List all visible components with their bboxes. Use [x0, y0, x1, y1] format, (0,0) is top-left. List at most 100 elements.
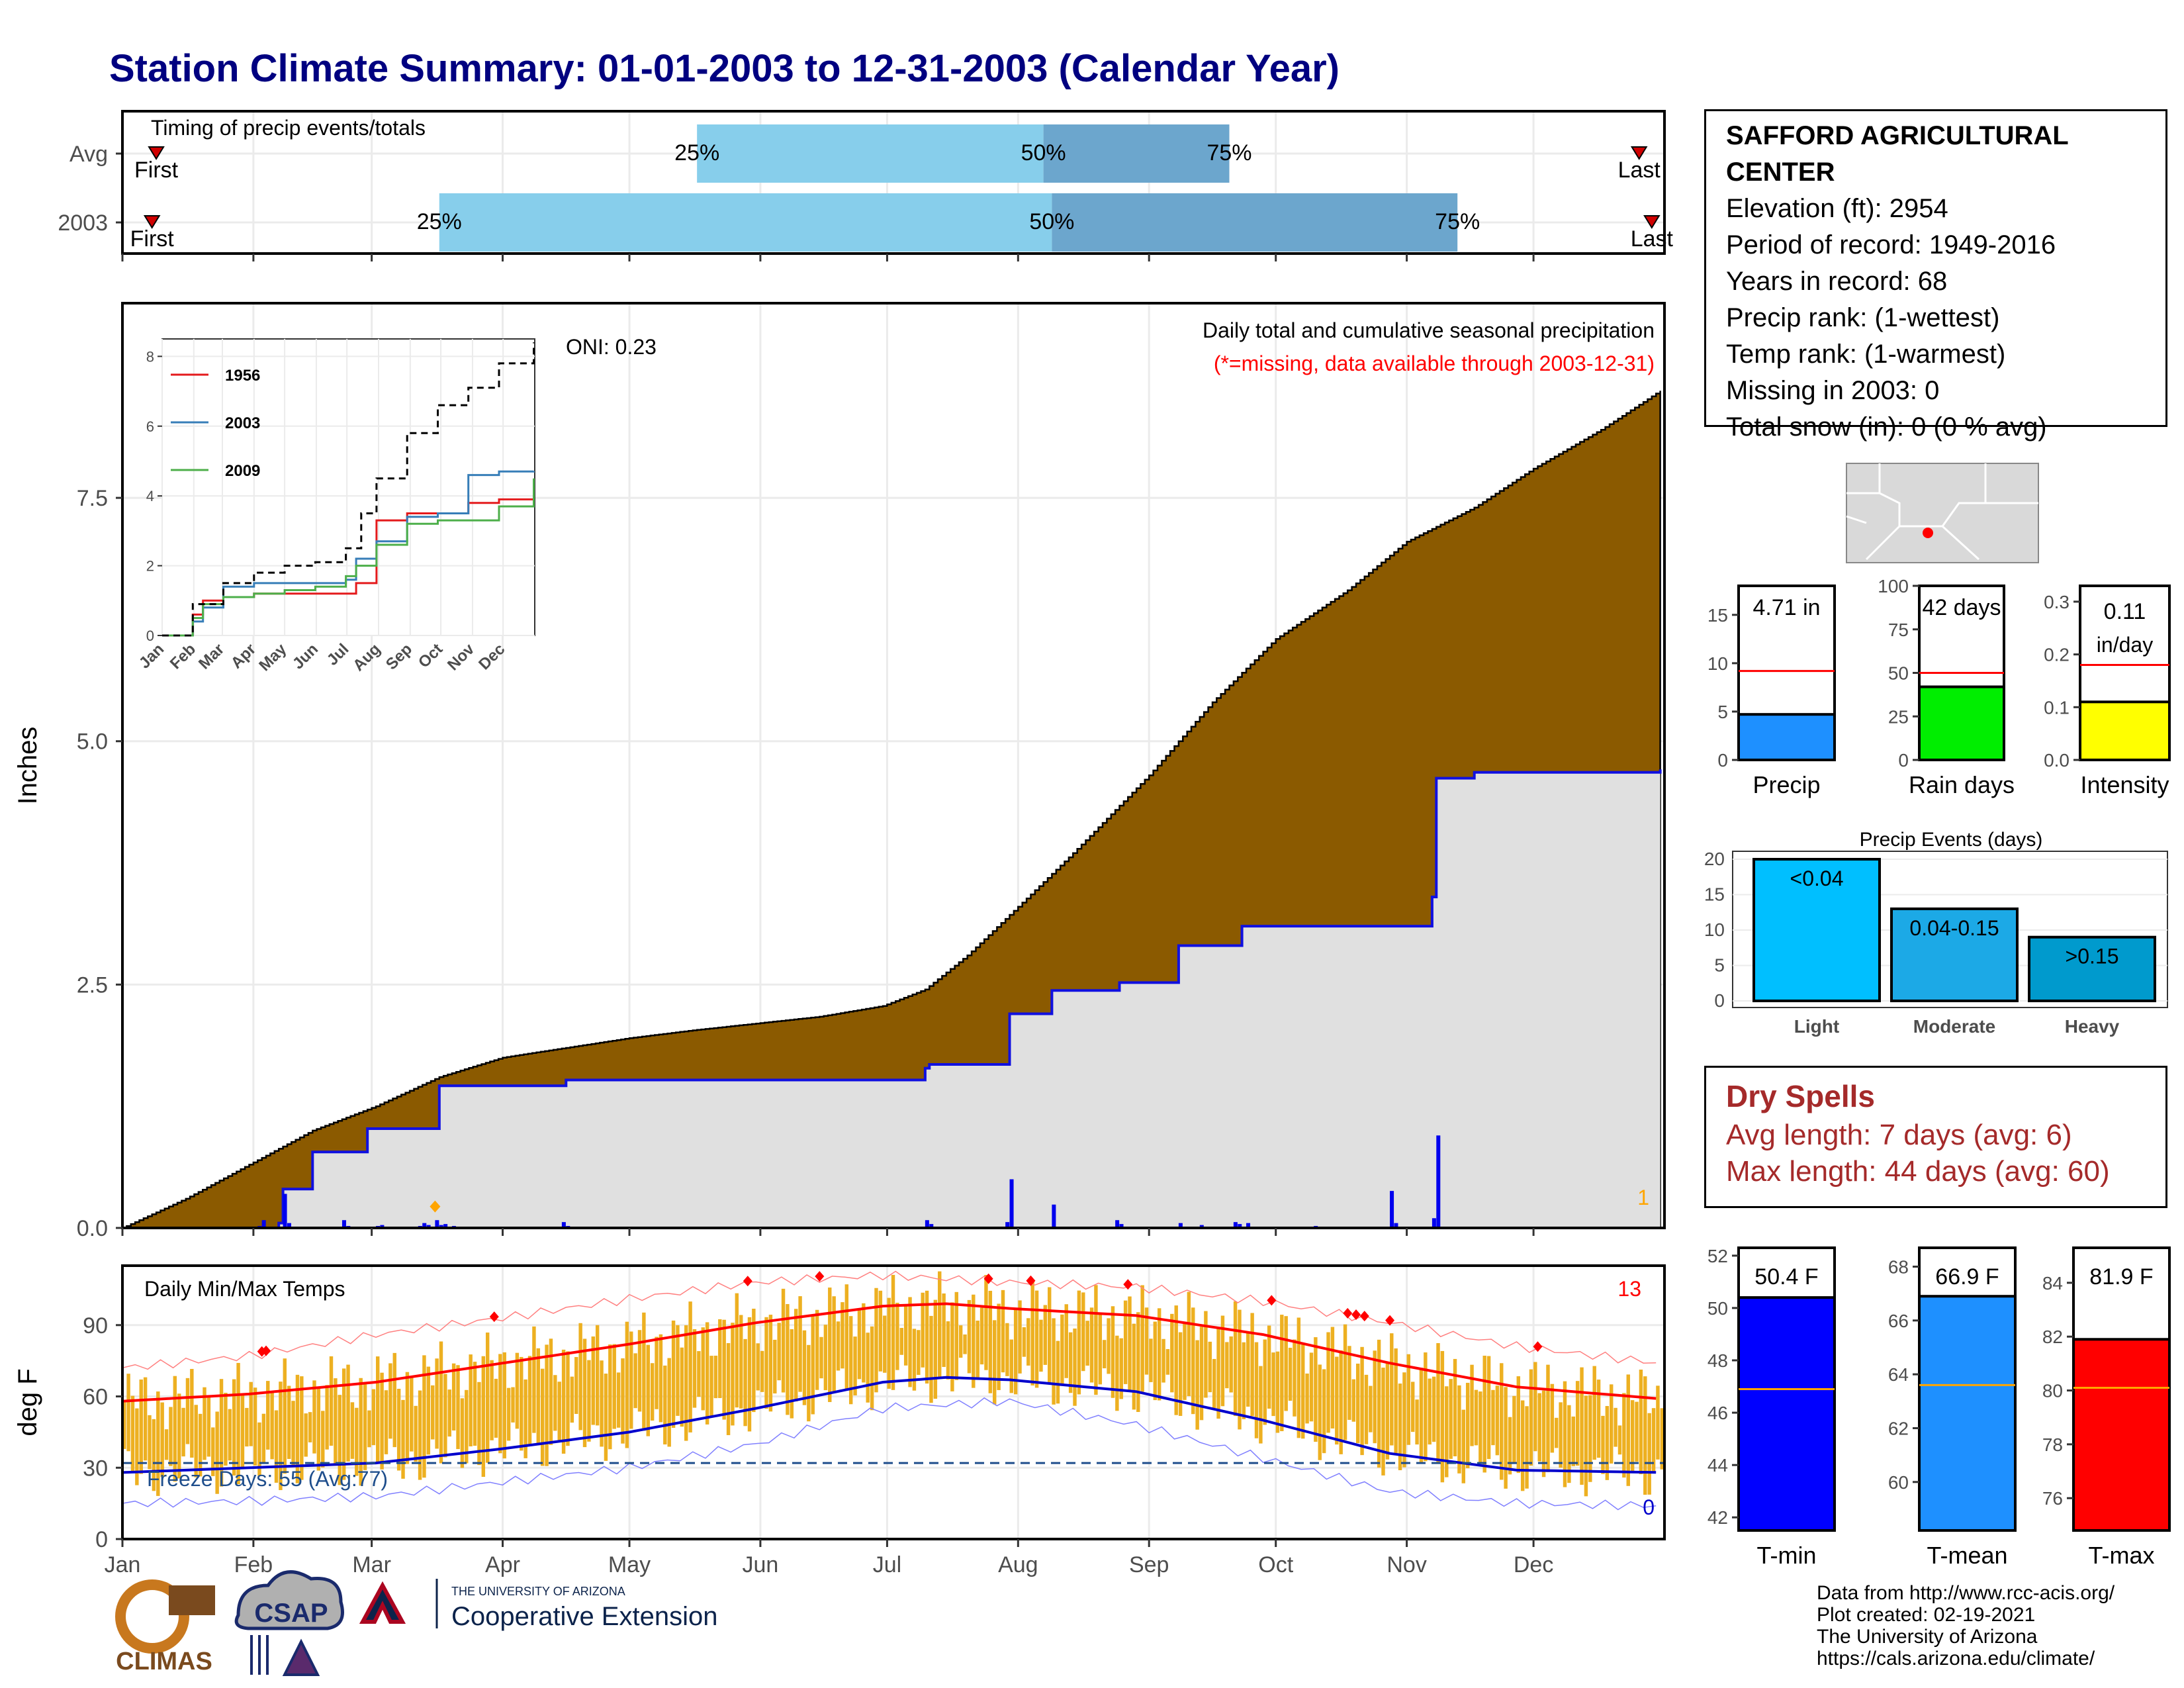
precip-events-xlabel: Heavy	[2065, 1016, 2120, 1037]
daily-temp-bar	[553, 1375, 557, 1431]
daily-temp-bar	[1482, 1356, 1486, 1473]
daily-temp-bar	[1559, 1402, 1563, 1468]
precip-events-bar	[2028, 935, 2156, 1002]
daily-temp-bar	[232, 1379, 236, 1476]
inset-ytick-label: 4	[146, 488, 154, 504]
tmin-gauge-ytick-label: 50	[1707, 1298, 1728, 1319]
daily-temp-bar	[1614, 1407, 1617, 1447]
daily-temp-bar	[1183, 1323, 1187, 1400]
daily-temp-bar	[549, 1338, 553, 1445]
daily-temp-bar	[1073, 1328, 1077, 1406]
daily-temp-bar	[494, 1378, 498, 1438]
daily-temp-bar	[633, 1353, 637, 1409]
temp-xtick-label: Sep	[1129, 1552, 1169, 1577]
record-high-marker	[489, 1311, 499, 1323]
daily-temp-bar	[1369, 1385, 1373, 1432]
daily-precip-bar	[439, 1225, 443, 1228]
precip-gauge-ytick-label: 15	[1707, 605, 1728, 626]
temp-frame	[121, 1264, 1666, 1540]
daily-temp-bar	[203, 1387, 206, 1460]
tmean-gauge-ytick-label: 68	[1888, 1256, 1909, 1277]
daily-temp-bar	[181, 1407, 185, 1457]
intensity-gauge-value-unit: in/day	[2097, 633, 2153, 657]
daily-temp-bar	[1525, 1406, 1529, 1489]
daily-temp-bar	[811, 1314, 815, 1415]
daily-temp-bar	[857, 1309, 862, 1380]
daily-temp-bar	[1415, 1399, 1419, 1445]
daily-temp-bar	[1326, 1332, 1330, 1433]
inset-ytick-label: 6	[146, 418, 154, 435]
record-high-marker	[1533, 1341, 1543, 1352]
daily-temp-bar	[1571, 1416, 1575, 1466]
ytd-cumulative-area	[122, 769, 1661, 1228]
ytd-cumulative-line	[122, 769, 1662, 1229]
daily-temp-bar	[329, 1356, 334, 1446]
daily-temp-bar	[1267, 1325, 1271, 1409]
daily-temp-bar	[752, 1309, 756, 1413]
daily-temp-bar	[1529, 1369, 1533, 1466]
daily-temp-bar	[1596, 1380, 1601, 1458]
precip-frame	[121, 302, 1666, 1229]
daily-precip-bar	[341, 1220, 346, 1228]
tmin-gauge-ytick-label: 46	[1707, 1403, 1728, 1423]
daily-temp-bar	[287, 1385, 291, 1459]
daily-temp-bar	[1347, 1346, 1351, 1420]
daily-temp-bar	[578, 1323, 582, 1430]
daily-temp-bar	[325, 1385, 329, 1450]
daily-temp-bar	[1191, 1307, 1195, 1415]
daily-temp-bar	[451, 1363, 456, 1430]
intensity-gauge-ytick-label: 0.2	[2044, 645, 2070, 665]
oni-label: ONI: 0.23	[566, 335, 657, 359]
daily-temp-bar	[1537, 1393, 1541, 1462]
freeze-days-label: Freeze Days: 55 (Avg:77)	[147, 1467, 388, 1491]
daily-temp-bar	[1428, 1378, 1432, 1445]
daily-temp-bar	[190, 1368, 194, 1458]
daily-temp-bar	[722, 1319, 726, 1420]
daily-temp-bar	[1470, 1364, 1474, 1446]
station-period: Period of record: 1949-2016	[1726, 230, 2056, 259]
daily-temp-bar	[1432, 1376, 1436, 1442]
daily-temp-bar	[1064, 1304, 1068, 1378]
precip-ytick-label: 2.5	[77, 972, 108, 998]
daily-temp-bar	[1259, 1366, 1263, 1444]
daily-temp-bar	[1052, 1318, 1056, 1405]
daily-precip-bar	[1432, 1218, 1436, 1228]
precip-events-ytick-label: 0	[1714, 990, 1725, 1011]
daily-temp-bar	[903, 1305, 908, 1366]
daily-temp-bar	[1584, 1395, 1588, 1497]
inset-ytick-label: 8	[146, 348, 154, 365]
daily-temp-bar	[663, 1365, 667, 1445]
daily-temp-bar	[819, 1336, 823, 1379]
daily-temp-bar	[718, 1319, 722, 1399]
missing-marker	[430, 1200, 441, 1213]
tmin-gauge-ytick-label: 42	[1707, 1507, 1728, 1528]
daily-temp-bar	[300, 1376, 304, 1480]
daily-temp-bar	[743, 1338, 747, 1427]
daily-temp-bar	[1199, 1327, 1204, 1421]
inset-avg-line	[162, 342, 535, 637]
daily-temp-bar	[979, 1307, 984, 1365]
daily-temp-bar	[1635, 1401, 1639, 1462]
daily-temp-bar	[1144, 1307, 1149, 1375]
daily-temp-bar	[667, 1358, 671, 1447]
daily-temp-bar	[1491, 1389, 1495, 1446]
daily-precip-bar	[1005, 1222, 1010, 1228]
timing-p50-label: 50%	[1029, 209, 1074, 234]
daily-temp-bar	[621, 1358, 625, 1444]
daily-temp-bar	[1436, 1342, 1440, 1463]
daily-temp-bar	[367, 1410, 371, 1448]
daily-temp-bar	[1563, 1381, 1567, 1487]
dry-spells-box: Dry Spells Avg length: 7 days (avg: 6) M…	[1704, 1066, 2167, 1208]
record-high-marker	[1359, 1311, 1369, 1322]
daily-temp-bar	[350, 1402, 355, 1459]
daily-precip-bar	[283, 1194, 287, 1228]
daily-temp-bar	[739, 1315, 743, 1409]
daily-temp-bar	[786, 1304, 790, 1415]
daily-temp-bar	[295, 1374, 300, 1483]
daily-temp-bar	[422, 1355, 426, 1478]
daily-temp-bar	[1178, 1332, 1183, 1416]
intensity-gauge-ytick-label: 0.3	[2044, 592, 2070, 612]
daily-temp-bar	[701, 1327, 705, 1411]
daily-temp-bar	[942, 1293, 946, 1368]
daily-temp-bar	[807, 1344, 811, 1422]
